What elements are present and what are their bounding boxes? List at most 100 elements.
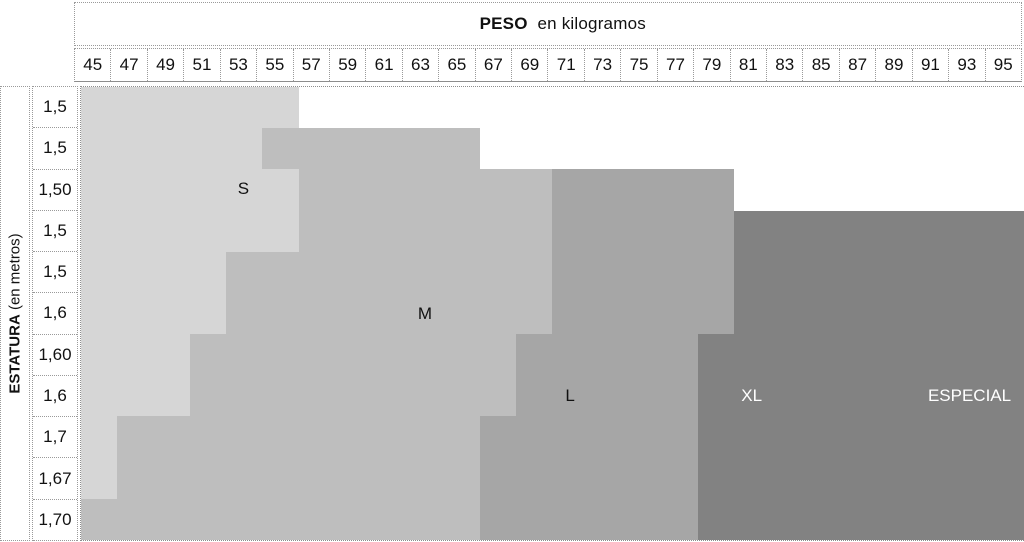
size-cell [552, 169, 589, 211]
size-cell [81, 457, 118, 499]
weight-header-cell: 55 [257, 49, 294, 81]
size-cell [516, 416, 553, 458]
size-cell [334, 251, 372, 293]
size-cell [770, 87, 807, 129]
size-cell [407, 251, 444, 293]
weight-header-cell: 53 [220, 49, 258, 81]
size-cell [552, 375, 589, 417]
size-cell [407, 169, 444, 211]
size-cell [661, 128, 698, 170]
size-cell [443, 292, 480, 335]
size-cell [334, 498, 372, 540]
size-cell [153, 169, 190, 211]
size-cell [661, 498, 698, 540]
height-header-cell: 1,60 [33, 334, 77, 376]
size-cell [81, 169, 118, 211]
size-cell [951, 169, 988, 211]
peso-title-rest: en kilogramos [527, 14, 646, 33]
size-cell [733, 498, 771, 540]
size-cell [806, 292, 843, 335]
size-cell [806, 169, 843, 211]
weight-header-cell: 71 [548, 49, 585, 81]
height-header-column: 1,5 1,5 1,50 1,5 1,5 1,6 1,60 1,6 1,7 1,67 1,70 [32, 86, 78, 541]
size-cell [842, 416, 879, 458]
size-cell [153, 87, 190, 129]
size-cell [770, 128, 807, 170]
weight-header-cell: 81 [730, 49, 768, 81]
size-cell [588, 169, 626, 211]
size-cell [189, 334, 227, 376]
size-cell [479, 292, 517, 335]
size-cell [951, 292, 988, 335]
size-cell [697, 498, 734, 540]
corner-blank [0, 0, 72, 84]
size-cell [770, 416, 807, 458]
size-cell [842, 375, 879, 417]
size-cell [262, 375, 299, 417]
size-cell [371, 87, 408, 129]
height-header-cell: 1,7 [33, 417, 77, 459]
size-cell [189, 498, 227, 540]
size-cell [298, 416, 335, 458]
size-cell [697, 87, 734, 129]
size-cell [81, 251, 118, 293]
size-cell [334, 169, 372, 211]
size-cell [770, 292, 807, 335]
size-cell [806, 87, 843, 129]
height-header-cell: 1,5 [33, 210, 77, 253]
peso-title-bold: PESO [479, 14, 528, 33]
size-cell [951, 375, 988, 417]
size-cell [371, 498, 408, 540]
size-cell [733, 457, 771, 499]
estatura-axis-text: ESTATURA (en metros) [7, 233, 24, 393]
size-cell [987, 416, 1024, 458]
size-cell [588, 375, 626, 417]
size-cell [117, 375, 154, 417]
size-cell [625, 87, 662, 129]
size-cell [117, 416, 154, 458]
size-cell [371, 375, 408, 417]
size-cell [625, 292, 662, 335]
size-cell [951, 210, 988, 252]
weight-header-cell: 77 [657, 49, 695, 81]
peso-title: PESO en kilogramos [450, 0, 646, 54]
weight-header-cell: 89 [876, 49, 913, 81]
size-cell [153, 292, 190, 335]
size-cell [588, 251, 626, 293]
size-cell [661, 416, 698, 458]
size-cell [371, 210, 408, 252]
size-cell [226, 210, 263, 252]
weight-header-row: 45 47 49 51 53 55 57 59 61 63 65 67 69 71 73 75 77 79 81 83… [74, 48, 1022, 82]
weight-header-cell: 75 [621, 49, 658, 81]
weight-header-cell: 45 [75, 49, 112, 81]
size-cell [878, 169, 916, 211]
size-cell [588, 498, 626, 540]
size-cell [189, 292, 227, 335]
size-cell [661, 375, 698, 417]
size-cell [298, 251, 335, 293]
size-cell [697, 416, 734, 458]
size-cell [661, 210, 698, 252]
size-cell [951, 87, 988, 129]
size-cell [697, 292, 734, 335]
size-cell [878, 128, 916, 170]
size-cell [770, 251, 807, 293]
size-cell [407, 334, 444, 376]
size-cell [806, 457, 843, 499]
size-cell [298, 457, 335, 499]
height-header-cell: 1,70 [33, 499, 77, 541]
size-cell [334, 334, 372, 376]
size-cell [516, 251, 553, 293]
size-cell [806, 251, 843, 293]
weight-header-cell: 67 [475, 49, 513, 81]
size-cell [226, 292, 263, 335]
size-cell [987, 251, 1024, 293]
size-cell [298, 334, 335, 376]
weight-header-cell: 69 [512, 49, 549, 81]
size-cell [951, 457, 988, 499]
size-cell [733, 169, 771, 211]
size-cell [625, 210, 662, 252]
size-cell [371, 128, 408, 170]
size-cell [117, 498, 154, 540]
size-cell [407, 292, 444, 335]
